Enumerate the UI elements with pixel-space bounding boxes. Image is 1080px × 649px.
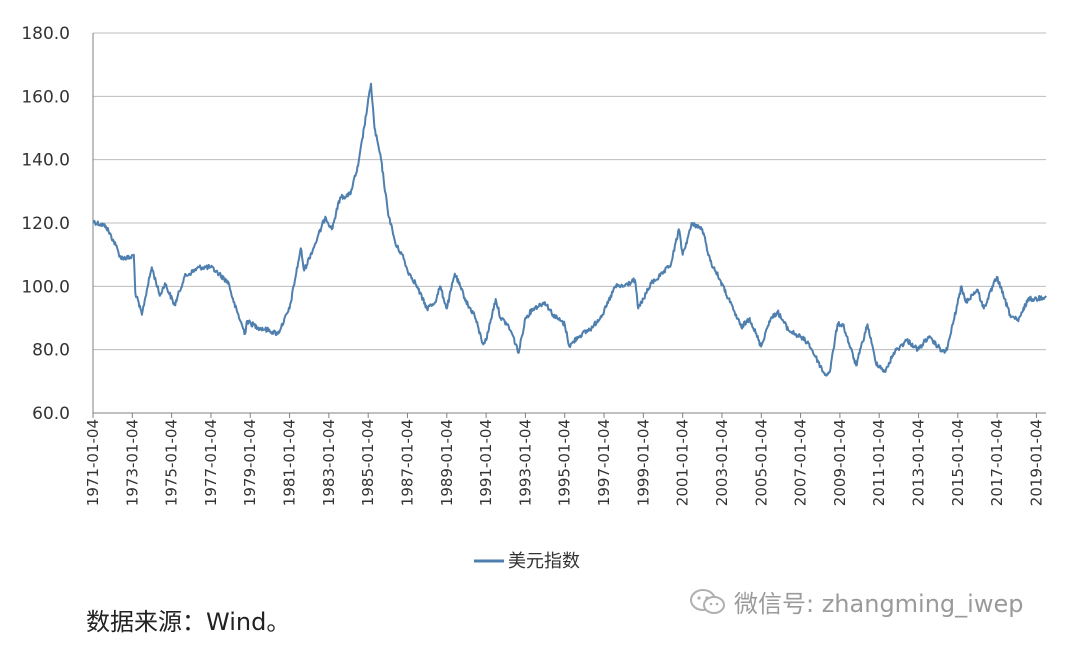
x-axis-ticks: 1971-01-04 1973-01-04 1975-01-04 1977-01-04… bbox=[84, 413, 1045, 506]
series-line bbox=[92, 82, 1047, 377]
legend-label: 美元指数 bbox=[508, 551, 580, 572]
watermark: 微信号: zhangming_iwep bbox=[688, 584, 1023, 619]
series-group bbox=[92, 82, 1047, 377]
y-tick-label: 160.0 bbox=[21, 87, 70, 107]
y-axis-ticks: 60.0 80.0 100.0 120.0 140.0 160.0 180.0 bbox=[21, 24, 70, 424]
x-tick-label: 2013-01-04 bbox=[910, 419, 928, 506]
x-tick-label: 1993-01-04 bbox=[516, 419, 534, 506]
y-tick-label: 80.0 bbox=[32, 341, 70, 361]
x-tick-label: 2011-01-04 bbox=[870, 419, 888, 506]
gridlines bbox=[93, 32, 1046, 351]
x-tick-label: 1971-01-04 bbox=[84, 419, 102, 506]
x-tick-label: 2003-01-04 bbox=[713, 419, 731, 506]
x-tick-label: 2019-01-04 bbox=[1027, 419, 1045, 506]
x-tick-label: 1975-01-04 bbox=[163, 419, 181, 506]
source-note: 数据来源：Wind。 bbox=[86, 608, 291, 636]
x-tick-label: 2015-01-04 bbox=[949, 419, 967, 506]
y-tick-label: 180.0 bbox=[21, 24, 70, 44]
x-tick-label: 1977-01-04 bbox=[202, 419, 220, 506]
legend: 美元指数 bbox=[474, 551, 580, 572]
chart: 60.0 80.0 100.0 120.0 140.0 160.0 180.0 1971-0… bbox=[21, 24, 1047, 572]
x-tick-label: 1987-01-04 bbox=[398, 419, 416, 506]
y-tick-label: 100.0 bbox=[21, 277, 70, 297]
x-tick-label: 1981-01-04 bbox=[281, 419, 299, 506]
y-tick-label: 140.0 bbox=[21, 151, 70, 171]
x-tick-label: 2005-01-04 bbox=[752, 419, 770, 506]
x-tick-label: 1995-01-04 bbox=[556, 419, 574, 506]
y-tick-label: 60.0 bbox=[32, 404, 70, 424]
x-tick-label: 1983-01-04 bbox=[320, 419, 338, 506]
x-tick-label: 1991-01-04 bbox=[477, 419, 495, 506]
watermark-text: 微信号: zhangming_iwep bbox=[734, 590, 1024, 618]
x-tick-label: 1989-01-04 bbox=[438, 419, 456, 506]
x-tick-label: 1985-01-04 bbox=[359, 419, 377, 506]
x-tick-label: 1979-01-04 bbox=[241, 419, 259, 506]
x-tick-label: 2017-01-04 bbox=[988, 419, 1006, 506]
x-tick-label: 2009-01-04 bbox=[831, 419, 849, 506]
x-tick-label: 1999-01-04 bbox=[634, 419, 652, 506]
x-tick-label: 2007-01-04 bbox=[792, 419, 810, 506]
x-tick-label: 2001-01-04 bbox=[674, 419, 692, 506]
x-tick-label: 1973-01-04 bbox=[123, 419, 141, 506]
y-tick-label: 120.0 bbox=[21, 214, 70, 234]
wechat-icon bbox=[690, 588, 725, 614]
x-tick-label: 1997-01-04 bbox=[595, 419, 613, 506]
